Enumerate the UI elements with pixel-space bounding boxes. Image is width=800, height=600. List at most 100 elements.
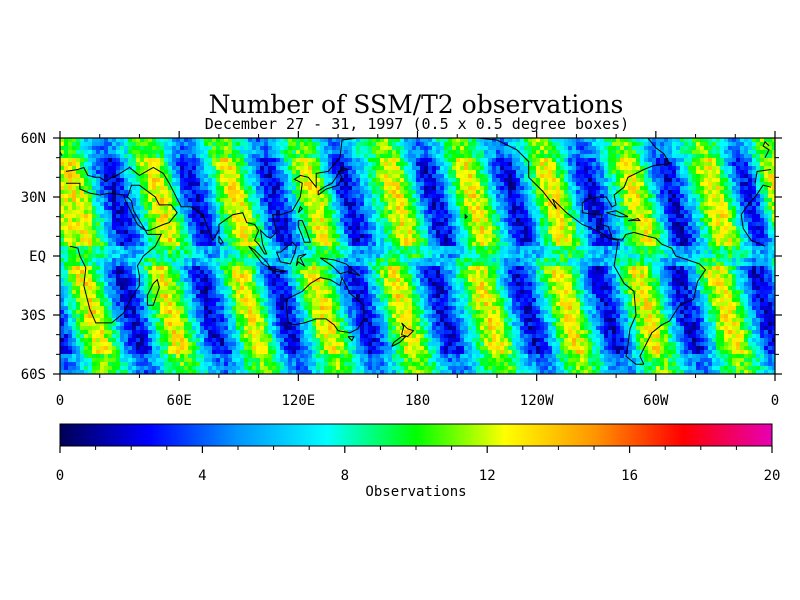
heatmap-cell [428,202,432,206]
heatmap-cell [636,146,640,150]
heatmap-cell [208,206,212,210]
heatmap-cell [88,162,92,166]
heatmap-cell [568,246,572,250]
heatmap-cell [644,210,648,214]
heatmap-cell [332,142,336,146]
heatmap-cell [120,182,124,186]
heatmap-cell [128,230,132,234]
heatmap-cell [604,238,608,242]
heatmap-cell [220,158,224,162]
heatmap-cell [148,222,152,226]
heatmap-cell [724,214,728,218]
heatmap-cell [264,146,268,150]
heatmap-cell [400,186,404,190]
heatmap-cell [716,214,720,218]
heatmap-cell [352,154,356,158]
heatmap-cell [624,166,628,170]
heatmap-cell [140,234,144,238]
heatmap-cell [564,142,568,146]
heatmap-cell [96,194,100,198]
heatmap-cell [92,234,96,238]
heatmap-cell [560,218,564,222]
heatmap-cell [700,226,704,230]
heatmap-cell [612,214,616,218]
heatmap-cell [336,218,340,222]
heatmap-cell [540,210,544,214]
heatmap-cell [552,218,556,222]
heatmap-cell [200,206,204,210]
heatmap-cell [748,198,752,202]
heatmap-cell [112,166,116,170]
heatmap-cell [524,246,528,250]
heatmap-cell [264,226,268,230]
heatmap-cell [636,230,640,234]
heatmap-cell [80,206,84,210]
heatmap-cell [452,178,456,182]
heatmap-cell [692,170,696,174]
heatmap-cell [604,242,608,246]
heatmap-cell [268,230,272,234]
heatmap-cell [264,238,268,242]
heatmap-cell [676,158,680,162]
heatmap-cell [368,174,372,178]
heatmap-cell [312,174,316,178]
heatmap-cell [704,166,708,170]
heatmap-cell [256,158,260,162]
heatmap-cell [716,226,720,230]
heatmap-cell [392,186,396,190]
heatmap-cell [204,154,208,158]
heatmap-cell [400,226,404,230]
heatmap-cell [132,178,136,182]
heatmap-cell [612,210,616,214]
heatmap-cell [224,202,228,206]
heatmap-cell [676,138,680,142]
heatmap-cell [760,142,764,146]
heatmap-cell [732,190,736,194]
heatmap-cell [72,182,76,186]
heatmap-cell [128,234,132,238]
heatmap-cell [68,246,72,250]
heatmap-cell [456,222,460,226]
heatmap-cell [700,230,704,234]
heatmap-cell [492,142,496,146]
heatmap-cell [260,138,264,142]
heatmap-cell [668,222,672,226]
heatmap-cell [104,242,108,246]
heatmap-cell [176,214,180,218]
heatmap-cell [532,158,536,162]
heatmap-cell [480,246,484,250]
heatmap-cell [448,230,452,234]
heatmap-cell [376,202,380,206]
heatmap-cell [132,190,136,194]
heatmap-cell [400,242,404,246]
heatmap-cell [764,194,768,198]
heatmap-cell [616,222,620,226]
heatmap-cell [112,218,116,222]
heatmap-cell [284,226,288,230]
heatmap-cell [588,210,592,214]
heatmap-cell [88,242,92,246]
heatmap-cell [224,234,228,238]
heatmap-cell [420,238,424,242]
heatmap-cell [604,202,608,206]
heatmap-cell [168,238,172,242]
heatmap-cell [748,142,752,146]
heatmap-cell [584,210,588,214]
heatmap-cell [528,226,532,230]
heatmap-cell [728,158,732,162]
heatmap-cell [496,154,500,158]
heatmap-cell [376,214,380,218]
heatmap-cell [620,214,624,218]
heatmap-cell [148,150,152,154]
heatmap-cell [308,246,312,250]
heatmap-cell [164,206,168,210]
heatmap-cell [312,162,316,166]
heatmap-cell [572,190,576,194]
heatmap-cell [668,174,672,178]
heatmap-cell [220,150,224,154]
heatmap-cell [484,174,488,178]
heatmap-cell [360,214,364,218]
heatmap-cell [508,206,512,210]
heatmap-cell [332,150,336,154]
heatmap-cell [712,138,716,142]
